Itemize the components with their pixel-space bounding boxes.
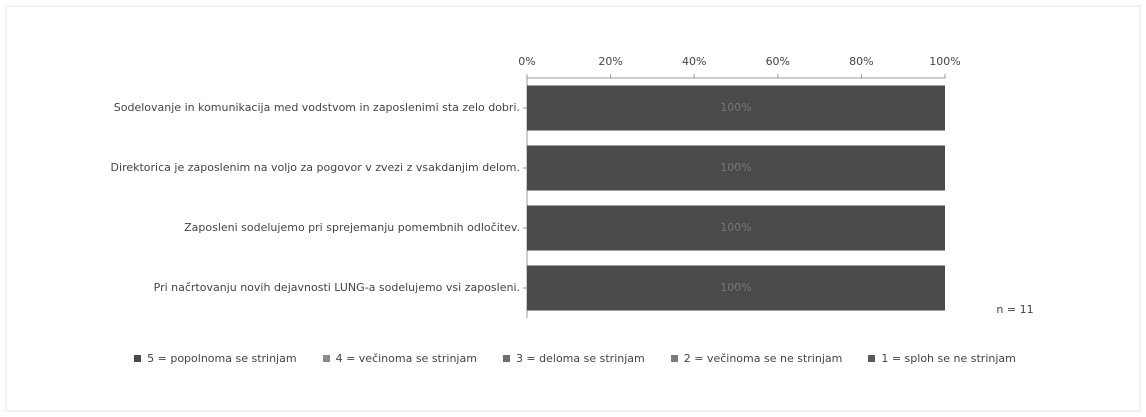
category-label: Sodelovanje in komunikacija med vodstvom… <box>113 101 520 114</box>
x-tick-label: 100% <box>929 55 960 68</box>
category-label: Pri načrtovanju novih dejavnosti LUNG-a … <box>153 281 520 294</box>
legend-item: 2 = večinoma se ne strinjam <box>670 352 843 365</box>
legend-label: 3 = deloma se strinjam <box>515 352 645 365</box>
legend-swatch <box>868 355 876 362</box>
legend-item: 1 = sploh se ne strinjam <box>868 352 1016 365</box>
bar-segment <box>527 205 945 251</box>
legend-swatch <box>134 355 142 362</box>
frame <box>5 5 1141 412</box>
data-label: 100% <box>720 221 751 234</box>
bar-segment <box>527 85 945 131</box>
legend-label: 5 = popolnoma se strinjam <box>147 352 297 365</box>
legend-swatch <box>670 355 678 362</box>
legend-item: 5 = popolnoma se strinjam <box>134 352 297 365</box>
annotation: n = 11 <box>996 303 1033 316</box>
x-tick-label: 0% <box>518 55 535 68</box>
legend-label: 4 = večinoma se strinjam <box>335 352 477 365</box>
data-label: 100% <box>720 281 751 294</box>
x-tick-label: 40% <box>682 55 706 68</box>
data-label: 100% <box>720 101 751 114</box>
category-label: Zaposleni sodelujemo pri sprejemanju pom… <box>184 221 520 234</box>
bar-segment <box>527 265 945 311</box>
legend-item: 4 = večinoma se strinjam <box>322 352 477 365</box>
legend-item: 3 = deloma se strinjam <box>502 352 645 365</box>
legend-label: 1 = sploh se ne strinjam <box>881 352 1016 365</box>
legend-label: 2 = večinoma se ne strinjam <box>683 352 843 365</box>
x-tick-label: 80% <box>849 55 873 68</box>
legend: 5 = popolnoma se strinjam 4 = večinoma se… <box>70 352 1080 365</box>
x-tick-label: 20% <box>598 55 622 68</box>
category-label: Direktorica je zaposlenim na voljo za po… <box>110 161 520 174</box>
data-label: 100% <box>720 161 751 174</box>
x-tick-label: 60% <box>766 55 790 68</box>
bar-segment <box>527 145 945 191</box>
legend-swatch <box>502 355 510 362</box>
legend-swatch <box>322 355 330 362</box>
